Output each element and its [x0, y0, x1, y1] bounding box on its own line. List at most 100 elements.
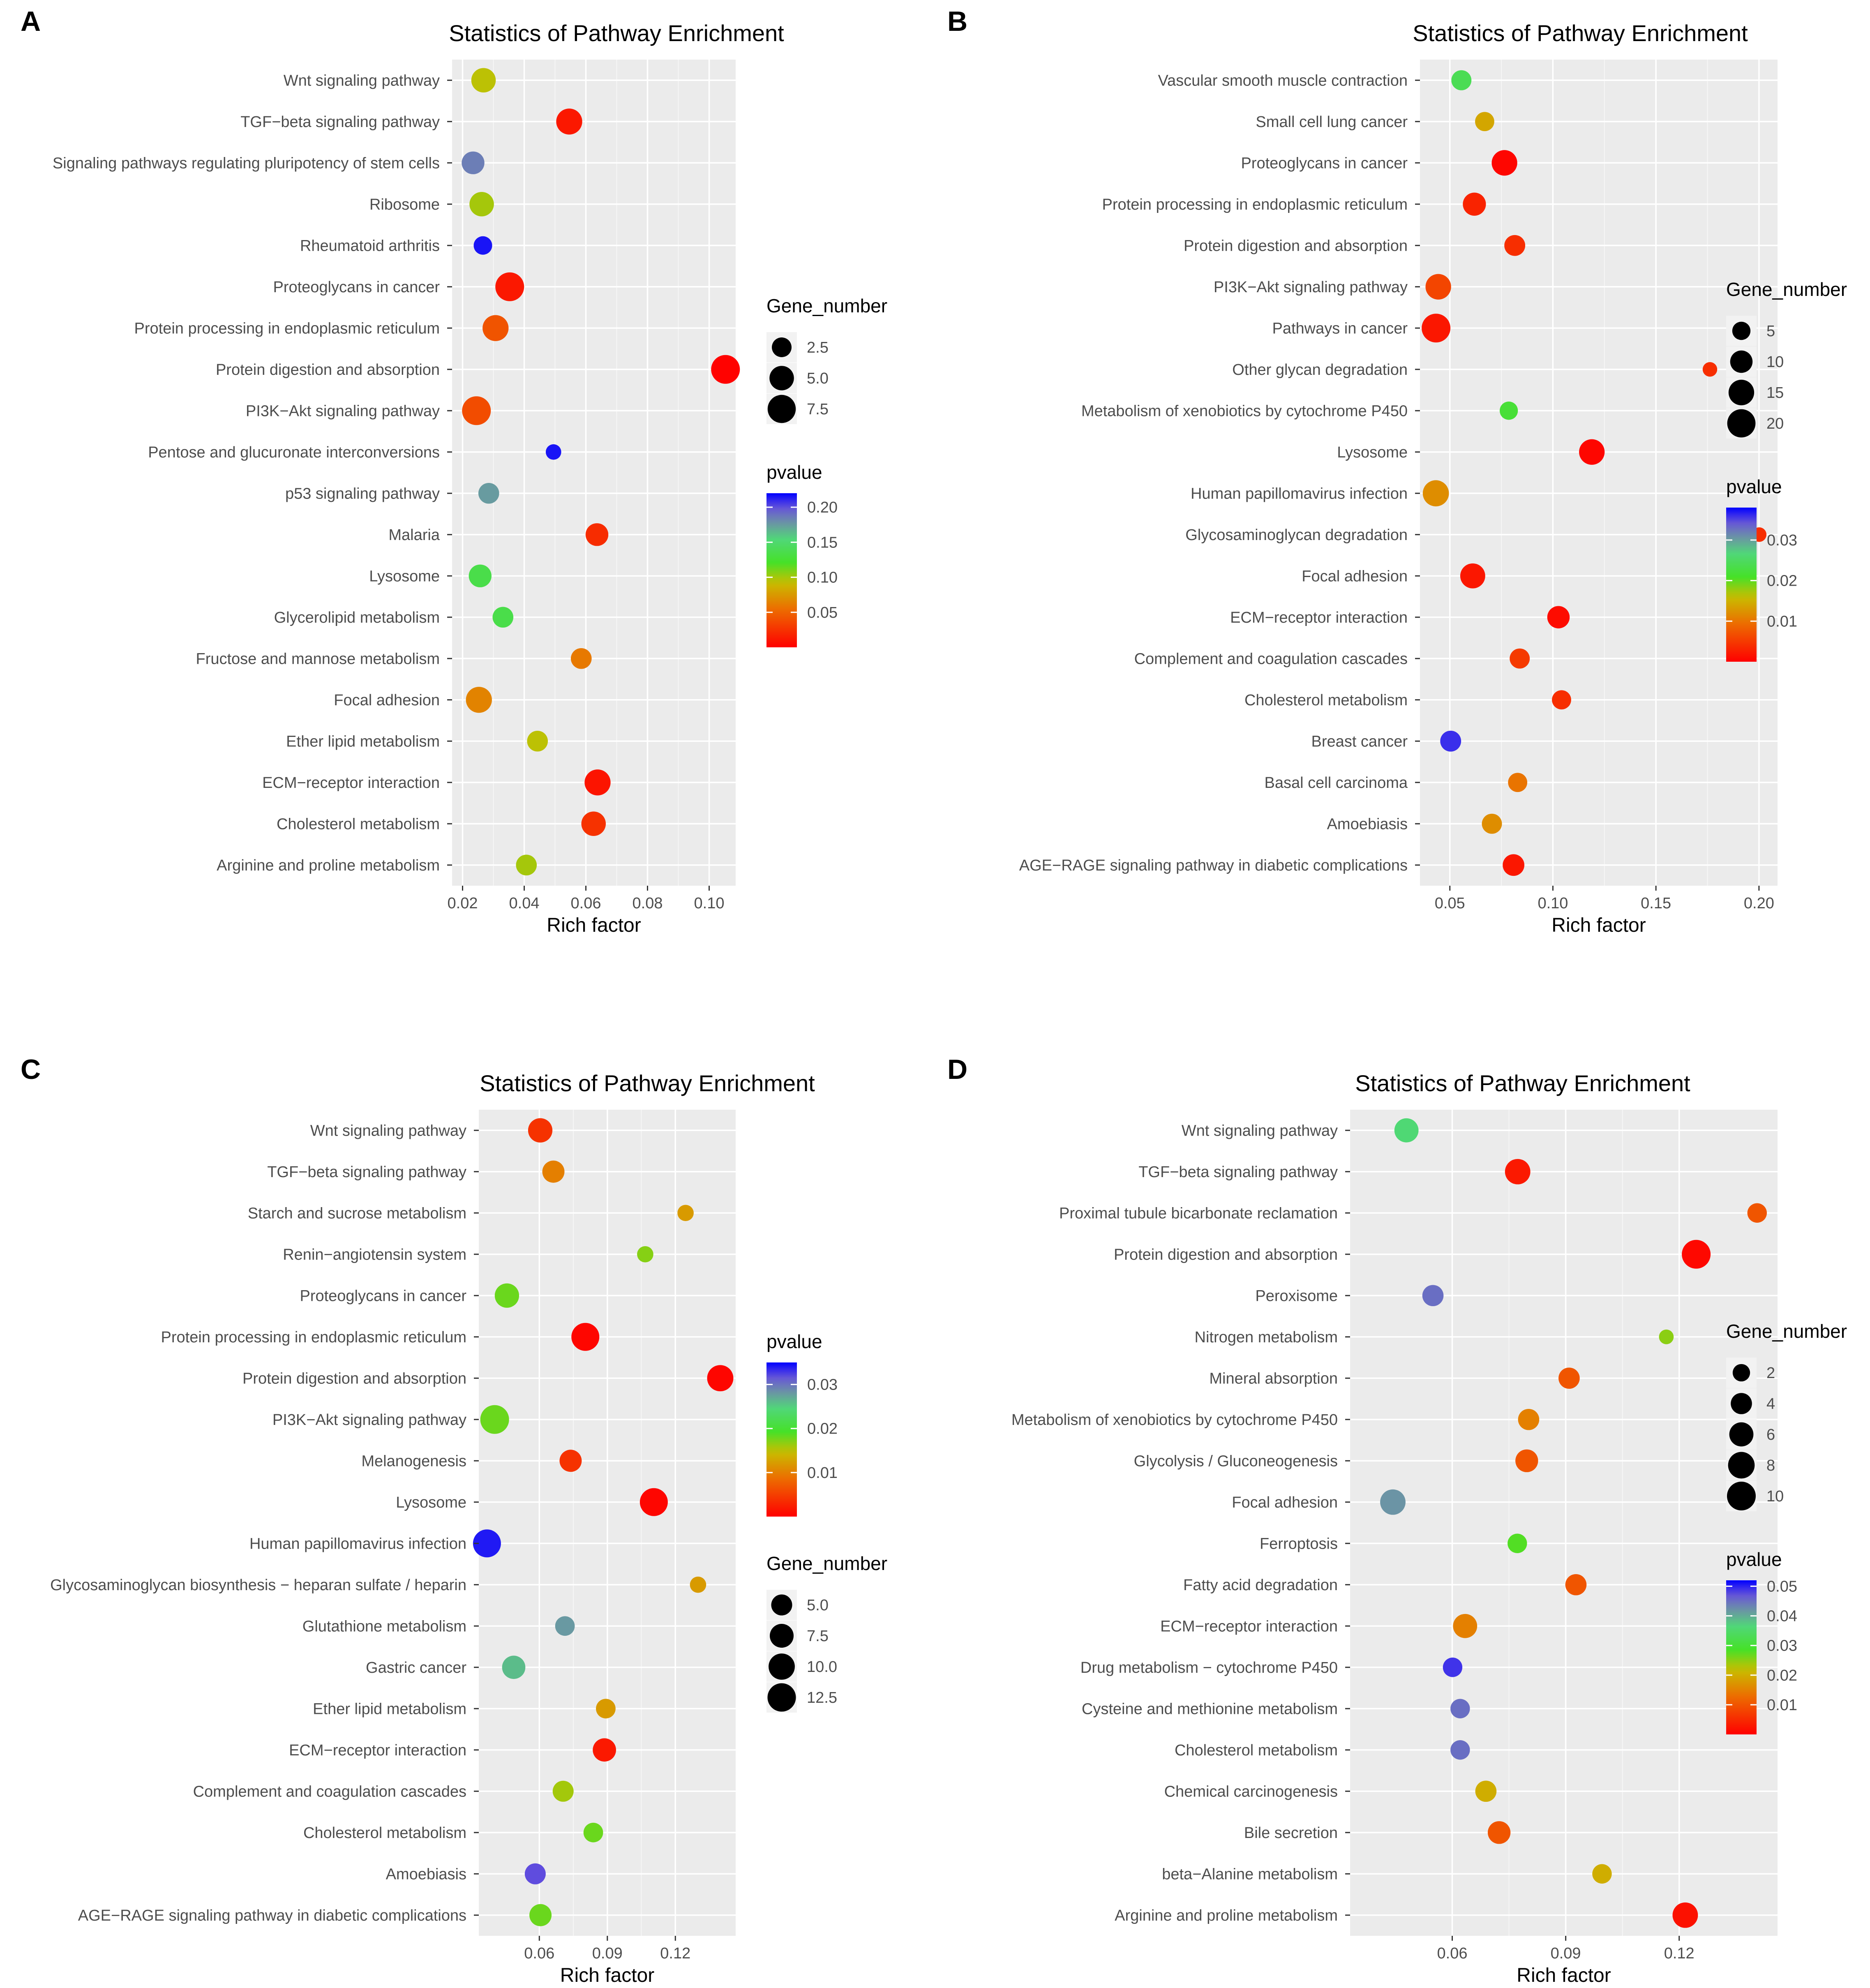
data-point — [584, 769, 611, 796]
data-point — [545, 444, 561, 460]
pathway-label: ECM−receptor interaction — [1230, 609, 1408, 626]
pathway-label: Starch and sucrose metabolism — [248, 1205, 466, 1222]
data-point — [1440, 730, 1461, 752]
size-legend-label: 10.0 — [807, 1658, 837, 1676]
size-legend-label: 10 — [1766, 353, 1784, 371]
data-point — [483, 315, 509, 341]
data-point — [1508, 773, 1528, 792]
size-legend-label: 10 — [1766, 1488, 1784, 1505]
x-tick-label: 0.05 — [1435, 895, 1465, 912]
data-point — [596, 1699, 616, 1719]
x-tick-label: 0.15 — [1641, 895, 1671, 912]
data-point — [527, 730, 548, 752]
data-point — [469, 192, 494, 217]
pathway-label: Other glycan degradation — [1232, 361, 1408, 379]
pathway-label: TGF−beta signaling pathway — [1138, 1164, 1338, 1181]
data-point — [1503, 854, 1525, 876]
pathway-label: Gastric cancer — [366, 1659, 466, 1676]
data-point — [1460, 563, 1485, 589]
size-legend-label: 2.5 — [807, 339, 829, 356]
panel-a: Wnt signaling pathway TGF−beta signaling … — [0, 0, 935, 995]
pathway-label: Cholesterol metabolism — [1244, 692, 1408, 709]
data-point — [462, 396, 491, 425]
size-legend-dot — [769, 366, 794, 390]
pathway-label: Human papillomavirus infection — [249, 1535, 466, 1552]
pathway-label: Protein digestion and absorption — [216, 361, 440, 379]
color-bar-label: 0.10 — [807, 569, 838, 586]
pathway-label: AGE−RAGE signaling pathway in diabetic c… — [1019, 857, 1408, 874]
x-axis-title: Rich factor — [1551, 914, 1646, 936]
data-point — [542, 1160, 565, 1183]
pathway-label: Glutathione metabolism — [302, 1618, 466, 1635]
pathway-label: Protein digestion and absorption — [242, 1370, 466, 1387]
panel-letter: D — [947, 1054, 967, 1085]
data-point — [1508, 1533, 1527, 1553]
color-bar-label: 0.04 — [1767, 1608, 1797, 1625]
pathway-label: Cholesterol metabolism — [303, 1824, 466, 1842]
panel-d: Wnt signaling pathway TGF−beta signaling … — [935, 995, 1870, 1988]
pathway-label: Focal adhesion — [1232, 1494, 1338, 1511]
data-point — [1682, 1240, 1711, 1269]
size-legend-title: Gene_number — [766, 295, 887, 316]
pathway-label: Glycerolipid metabolism — [274, 609, 440, 626]
x-axis-title: Rich factor — [560, 1965, 654, 1986]
data-point — [492, 607, 514, 628]
pathway-label: Cholesterol metabolism — [277, 815, 440, 833]
color-bar — [1726, 1580, 1757, 1734]
pathway-labels: Wnt signaling pathway TGF−beta signaling … — [1011, 1122, 1350, 1924]
size-legend-title: Gene_number — [766, 1553, 887, 1574]
pathway-label: Lysosome — [1337, 444, 1408, 461]
gridlines — [1350, 1110, 1778, 1936]
pathway-label: Focal adhesion — [1302, 568, 1408, 585]
pathway-label: AGE−RAGE signaling pathway in diabetic c… — [78, 1907, 466, 1924]
color-legend-title: pvalue — [766, 1331, 822, 1352]
data-point — [494, 1283, 519, 1308]
x-axis: 0.06 0.09 0.12 — [524, 1936, 690, 1962]
data-point — [570, 648, 592, 669]
pathway-label: Proteoglycans in cancer — [273, 279, 440, 296]
x-tick-label: 0.10 — [694, 895, 725, 912]
data-point — [516, 854, 537, 876]
pathway-label: Breast cancer — [1311, 733, 1408, 750]
data-point — [593, 1738, 616, 1762]
color-legend: pvalue 0.20 0.15 0.10 0.05 — [766, 462, 838, 647]
pathway-label: ECM−receptor interaction — [262, 774, 440, 792]
panel-b: Vascular smooth muscle contraction Small … — [935, 0, 1870, 995]
size-legend-dot — [1727, 1482, 1756, 1510]
size-legend-dot — [1728, 1452, 1755, 1479]
x-tick-label: 0.09 — [1551, 1945, 1581, 1962]
data-point — [637, 1246, 653, 1263]
data-point — [471, 68, 496, 93]
pathway-label: Pathways in cancer — [1272, 320, 1408, 337]
pathway-label: Bile secretion — [1244, 1824, 1338, 1842]
plot-background — [452, 60, 736, 886]
color-bar-label: 0.15 — [807, 534, 838, 551]
pathway-label: PI3K−Akt signaling pathway — [246, 402, 440, 420]
x-tick-label: 0.12 — [660, 1945, 690, 1962]
data-point — [1422, 1285, 1444, 1307]
data-point — [524, 1863, 546, 1884]
pathway-label: Mineral absorption — [1209, 1370, 1338, 1387]
pathway-label: Protein digestion and absorption — [1184, 237, 1408, 254]
pathway-label: PI3K−Akt signaling pathway — [1214, 279, 1408, 296]
pathway-label: Fructose and mannose metabolism — [196, 650, 440, 667]
size-legend-label: 4 — [1766, 1395, 1775, 1413]
x-tick-label: 0.06 — [571, 895, 601, 912]
pathway-labels: Vascular smooth muscle contraction Small … — [1019, 72, 1420, 874]
pathway-label: Melanogenesis — [361, 1452, 466, 1470]
data-point — [529, 1904, 552, 1926]
color-legend: pvalue 0.03 0.02 0.01 — [1726, 476, 1797, 662]
pathway-label: Metabolism of xenobiotics by cytochrome … — [1011, 1411, 1338, 1429]
pathway-label: Renin−angiotensin system — [283, 1246, 466, 1263]
size-legend-label: 7.5 — [807, 401, 829, 418]
data-point — [1451, 70, 1472, 90]
x-axis: 0.06 0.09 0.12 — [1437, 1936, 1695, 1962]
x-tick-label: 0.12 — [1664, 1945, 1695, 1962]
panel-a-chart: Wnt signaling pathway TGF−beta signaling … — [21, 6, 887, 936]
data-point — [1487, 1821, 1511, 1844]
color-bar-label: 0.20 — [807, 499, 838, 516]
data-point — [1672, 1902, 1698, 1928]
x-axis: 0.02 0.04 0.06 0.08 0.10 — [448, 886, 725, 912]
data-point — [1552, 690, 1571, 710]
legend: Gene_number 5 10 15 20 pvalue 0.03 0.02 0.01 — [1726, 279, 1847, 662]
